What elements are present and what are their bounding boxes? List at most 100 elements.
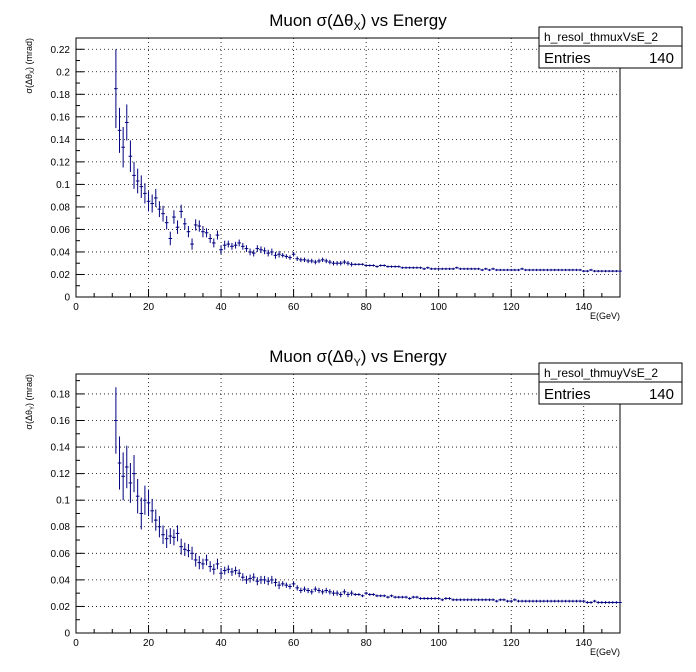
data-point	[153, 509, 158, 531]
data-point	[266, 577, 271, 586]
data-point	[614, 269, 619, 273]
data-point	[222, 566, 227, 575]
y-axis-label-sub: Y	[30, 406, 36, 410]
data-point	[306, 587, 310, 594]
y-tick-label: 0.18	[51, 90, 71, 101]
data-point	[324, 258, 329, 264]
data-point	[139, 175, 144, 198]
data-point	[306, 258, 310, 264]
data-point	[429, 597, 434, 600]
x-tick-label: 60	[288, 638, 300, 649]
data-point	[132, 161, 136, 189]
data-point	[201, 226, 205, 238]
data-point	[364, 264, 368, 267]
data-point	[132, 455, 136, 493]
data-point	[513, 598, 517, 602]
data-point	[494, 599, 499, 603]
data-point	[429, 267, 434, 270]
data-point	[219, 245, 223, 255]
data-point	[124, 104, 129, 141]
data-point	[164, 215, 169, 230]
x-tick-label: 80	[361, 638, 373, 649]
data-point	[396, 265, 401, 268]
data-point	[193, 219, 198, 231]
data-point	[552, 599, 557, 603]
x-tick-label: 0	[73, 638, 79, 649]
data-point	[578, 268, 582, 272]
data-point	[404, 595, 408, 599]
data-point	[226, 565, 231, 574]
y-tick-label: 0.02	[51, 270, 71, 281]
data-point	[175, 220, 180, 234]
data-point	[473, 267, 477, 270]
x-axis-label: E(GeV)	[590, 647, 620, 657]
chart-panel-2: 0 20 40 60 80 100 120 140 0 0.02 0.04 0.06 0.08 0.1 0.…	[24, 347, 683, 657]
data-point	[407, 266, 412, 269]
x-tick-label: 100	[430, 302, 447, 313]
data-point	[157, 516, 162, 538]
y-axis-label: σ(ΔθY) (mrad)	[24, 374, 36, 430]
data-point	[309, 589, 314, 595]
data-point	[114, 387, 118, 454]
data-point	[393, 265, 397, 268]
data-point	[389, 265, 394, 268]
data-point	[182, 542, 187, 556]
data-point	[244, 575, 249, 584]
data-point	[462, 267, 466, 270]
data-point	[454, 266, 459, 269]
data-point	[367, 264, 372, 267]
data-point	[353, 263, 358, 266]
data-point	[618, 269, 622, 273]
data-point	[150, 194, 154, 213]
data-point	[226, 240, 231, 248]
data-point	[491, 598, 495, 602]
data-point	[309, 258, 314, 264]
y-tick-label: 0.14	[51, 443, 71, 454]
data-point	[212, 563, 216, 575]
data-point	[444, 597, 448, 600]
data-point	[520, 599, 524, 603]
data-point	[222, 240, 227, 250]
data-point	[375, 594, 379, 598]
data-point	[538, 268, 543, 272]
data-point	[324, 587, 329, 594]
data-point	[440, 598, 445, 602]
data-point	[411, 595, 416, 599]
data-point	[117, 107, 122, 153]
data-point	[291, 581, 296, 587]
data-point	[273, 578, 278, 587]
data-point	[447, 267, 452, 270]
y-axis-label-main: σ(Δθ	[24, 410, 34, 430]
data-point	[400, 266, 405, 269]
data-point	[418, 597, 423, 600]
y-tick-label: 0.1	[56, 496, 70, 507]
y-axis-label-sub: X	[30, 70, 36, 74]
data-point	[523, 268, 528, 272]
data-point	[371, 593, 376, 596]
data-point	[179, 204, 183, 219]
data-point	[114, 49, 118, 129]
data-point	[284, 582, 289, 588]
data-point	[291, 251, 296, 257]
data-point	[371, 264, 376, 267]
data-point	[186, 544, 191, 558]
data-point	[560, 599, 564, 603]
data-point	[545, 599, 550, 603]
data-point	[502, 268, 506, 272]
y-axis-label-rest: ) (mrad)	[24, 38, 34, 70]
data-point	[509, 599, 514, 603]
data-point	[589, 601, 593, 604]
data-point	[603, 269, 608, 273]
data-point	[320, 589, 325, 595]
data-point	[520, 267, 524, 270]
data-point	[215, 230, 220, 240]
data-point	[549, 599, 553, 603]
data-point	[349, 262, 354, 267]
y-tick-label: 0.22	[51, 45, 71, 56]
data-point	[502, 598, 506, 602]
data-point	[121, 126, 125, 168]
data-point	[389, 594, 394, 598]
data-point	[193, 553, 198, 567]
data-point	[353, 593, 358, 596]
data-point	[139, 497, 144, 530]
